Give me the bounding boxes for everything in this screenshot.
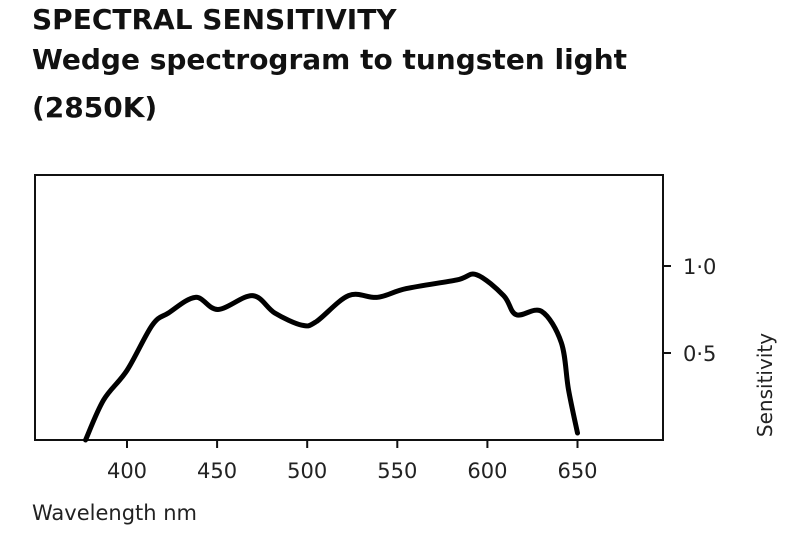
chart-subtitle-line-1: Wedge spectrogram to tungsten light: [32, 43, 628, 76]
x-axis-label: Wavelength nm: [32, 501, 197, 525]
x-tick-label: 650: [557, 459, 597, 483]
plot-frame: [34, 174, 664, 441]
chart-subtitle-line-2: (2850K): [32, 91, 158, 124]
y-tick-label: 0·5: [683, 342, 716, 366]
y-axis-label: Sensitivity: [753, 333, 777, 437]
y-tick-label: 1·0: [683, 255, 716, 279]
x-tick-label: 500: [287, 459, 327, 483]
x-tick-label: 450: [197, 459, 237, 483]
sensitivity-curve: [83, 271, 580, 443]
x-tick-label: 600: [467, 459, 507, 483]
x-tick-label: 550: [377, 459, 417, 483]
x-tick-label: 400: [107, 459, 147, 483]
chart-title: SPECTRAL SENSITIVITY: [32, 3, 397, 36]
